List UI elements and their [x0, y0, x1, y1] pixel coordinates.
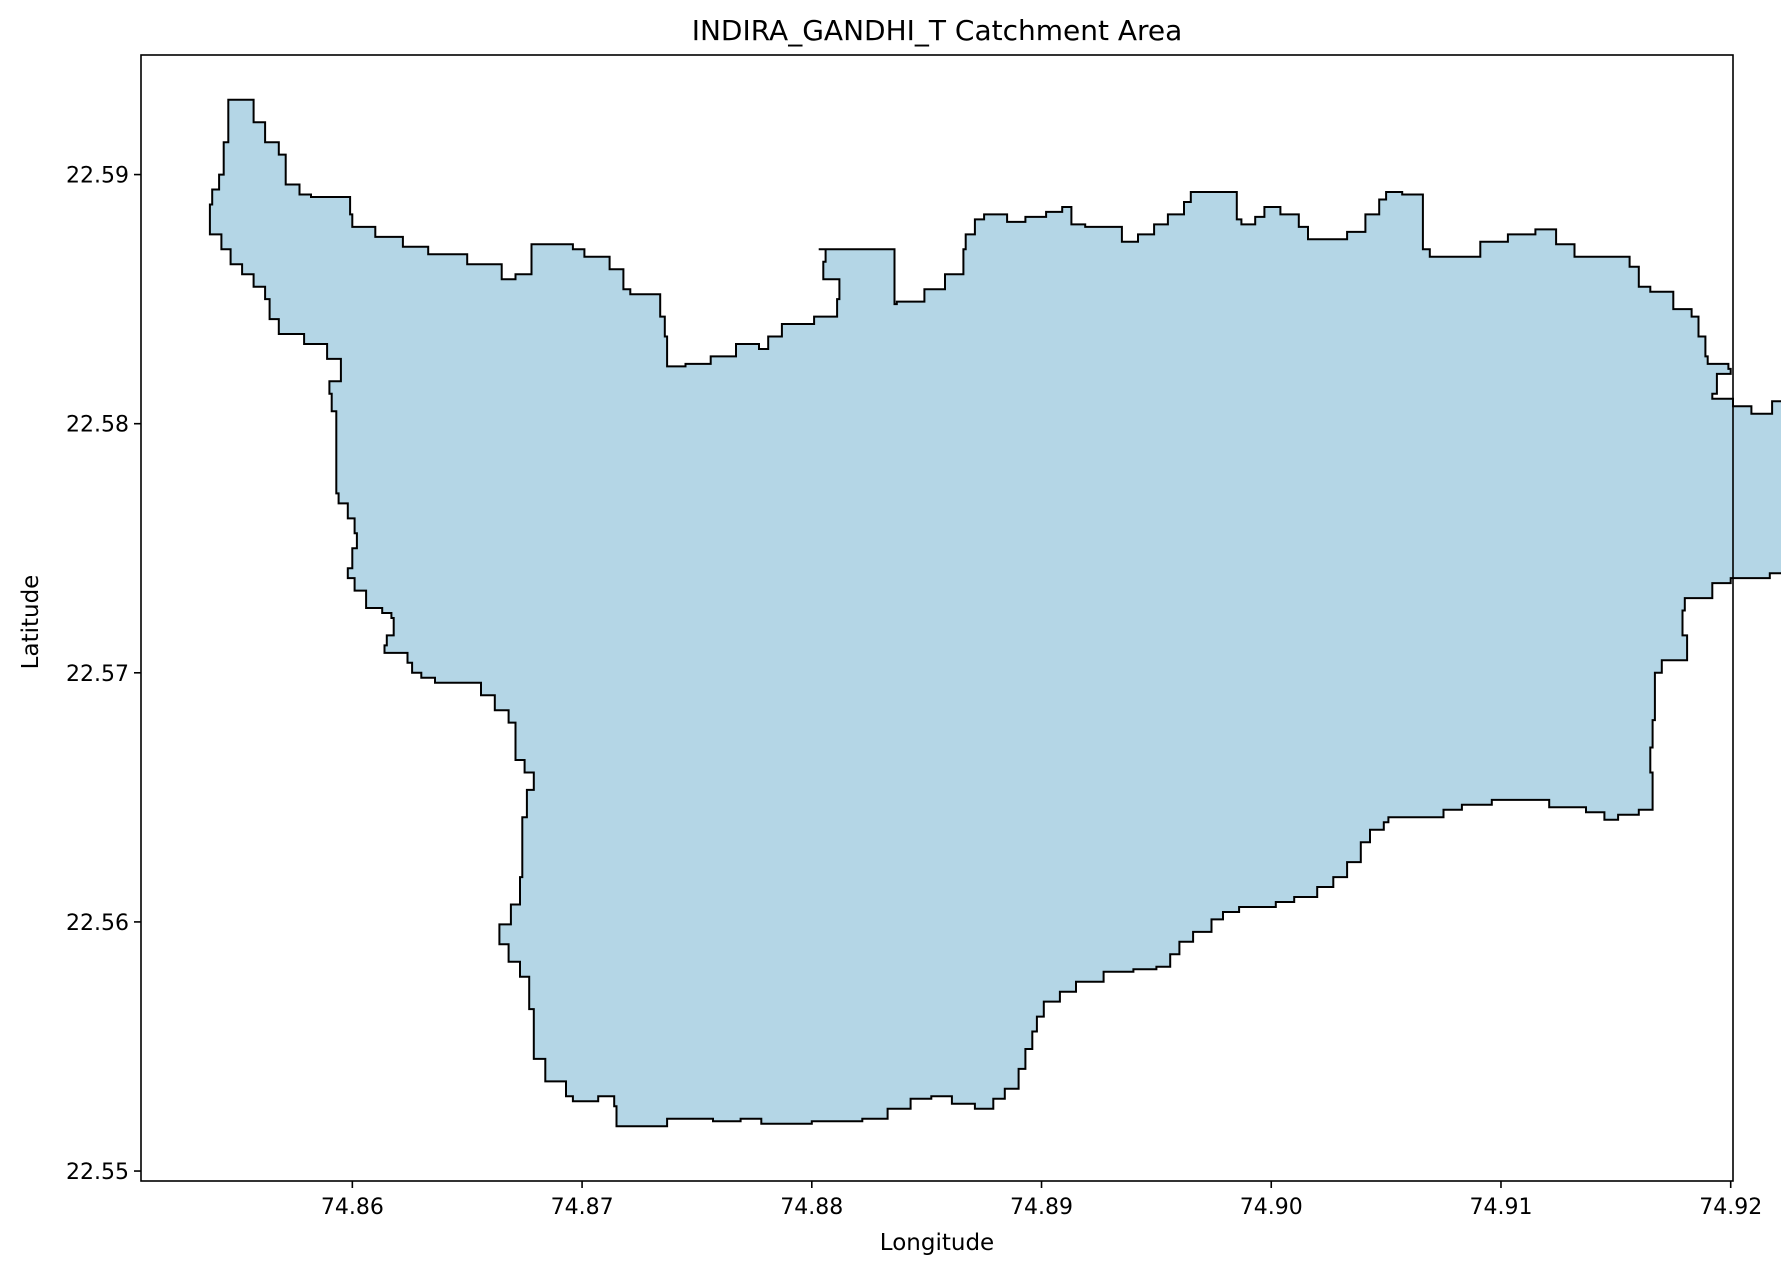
plot-area: 74.86 74.87 74.88 74.89 74.90 74.91 74.92 22.5…: [66, 54, 1781, 1220]
x-tick-label: 74.89: [1010, 1195, 1073, 1220]
y-tick-label: 22.59: [66, 164, 129, 189]
catchment-area-polygon: [208, 98, 1781, 1128]
y-tick-label: 22.55: [66, 1160, 129, 1185]
x-axis-ticks: 74.86 74.87 74.88 74.89 74.90 74.91 74.92: [321, 1181, 1762, 1220]
map-title: INDIRA_GANDHI_T Catchment Area: [692, 14, 1183, 47]
y-axis-label: Latitude: [18, 575, 44, 670]
y-tick-label: 22.58: [66, 413, 129, 438]
x-tick-label: 74.92: [1699, 1195, 1762, 1220]
x-axis-label: Longitude: [880, 1230, 994, 1256]
y-axis-ticks: 22.55 22.56 22.57 22.58 22.59: [66, 164, 141, 1185]
x-tick-label: 74.87: [551, 1195, 614, 1220]
axes-frame: [140, 54, 1734, 1182]
x-tick-label: 74.86: [321, 1195, 384, 1220]
x-tick-label: 74.91: [1469, 1195, 1532, 1220]
x-tick-label: 74.88: [780, 1195, 843, 1220]
y-tick-label: 22.56: [66, 911, 129, 936]
x-tick-label: 74.90: [1240, 1195, 1303, 1220]
y-tick-label: 22.57: [66, 662, 129, 687]
